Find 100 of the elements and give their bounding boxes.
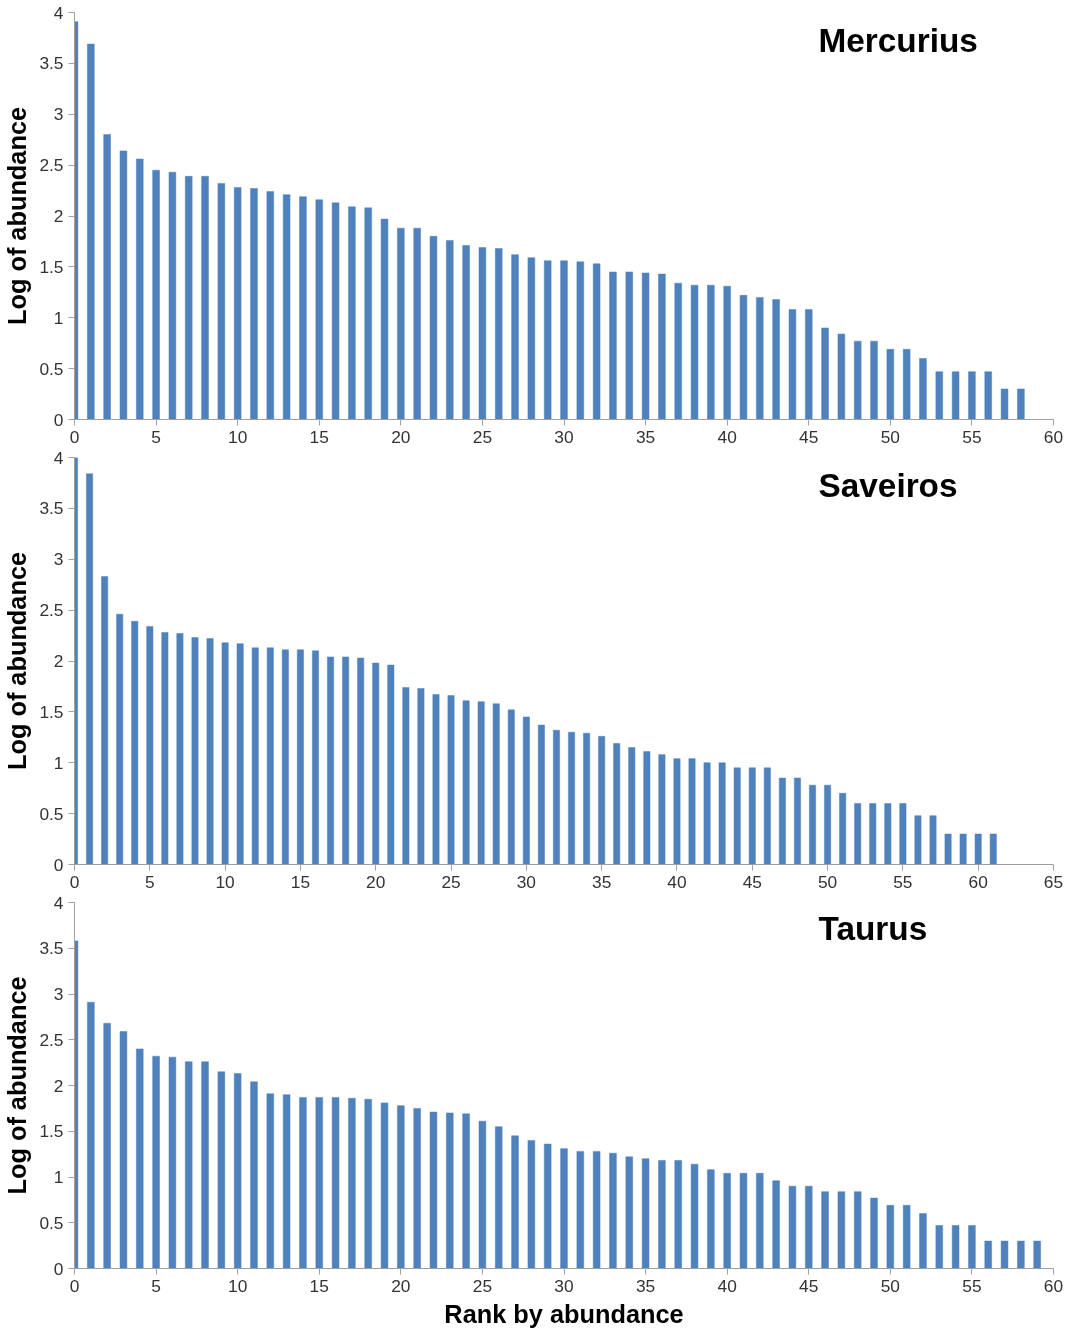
bar [201,1061,209,1269]
bar [968,1225,976,1269]
y-tick-label: 4 [53,892,64,913]
bar [327,656,334,865]
bar [772,299,780,420]
x-tick-label: 50 [880,1275,900,1296]
bar [707,284,715,420]
bar [236,643,244,865]
bar [674,282,682,420]
bar [707,1169,715,1269]
bar [772,1180,780,1269]
x-tick-label: 15 [290,871,311,892]
x-tick-label: 55 [893,871,913,892]
bar [1033,1240,1041,1269]
bar [837,333,846,420]
x-tick-label: 55 [962,426,982,447]
bar [935,371,943,420]
bar [511,254,519,420]
bar [568,731,575,865]
bar [854,1191,862,1269]
bar [251,647,259,865]
bar [191,637,199,865]
bar [297,649,304,865]
bar [161,632,169,865]
bar [989,833,997,865]
bar [821,327,829,420]
bar [739,1173,748,1269]
bar [372,662,380,865]
bar [402,687,410,865]
bar [103,134,111,420]
x-tick-label: 0 [69,871,80,892]
bar [364,207,372,420]
y-tick-label: 4 [53,2,64,23]
bar [560,260,568,420]
bar [723,1173,731,1269]
y-axis-title: Log of abundance [3,551,32,771]
bar [821,1191,829,1269]
bar [984,1240,992,1269]
x-tick-label: 15 [309,1275,329,1296]
bar [899,803,907,865]
bar [312,650,319,865]
bar [206,638,214,865]
y-tick-label: 2.5 [39,1029,64,1050]
bar [935,1225,943,1269]
bar [281,649,289,865]
bar [413,227,421,420]
bar [886,349,895,420]
bar [527,257,536,420]
y-tick-label: 0.5 [39,358,64,379]
bar [152,169,160,420]
x-tick-label: 5 [151,1275,161,1296]
bar [136,1048,144,1269]
bar [364,1098,372,1269]
bar [315,199,323,420]
bar [357,657,365,865]
bar [951,371,960,420]
bar [583,732,591,865]
bar [809,784,816,865]
bar [560,1148,568,1269]
bar [1017,1240,1025,1269]
x-tick-label: 30 [554,1275,574,1296]
bar [447,695,455,865]
x-tick-label: 50 [817,871,838,892]
bar [168,1056,177,1269]
bar [522,716,530,865]
bar [884,803,892,865]
x-tick-label: 20 [366,871,386,892]
x-tick-label: 60 [1043,1275,1064,1296]
bar [266,191,274,420]
bar [968,371,976,420]
bar [250,1081,258,1269]
bar [951,1225,960,1269]
bar [974,833,982,865]
bar [201,176,209,420]
bar [544,1143,552,1269]
y-tick-label: 2.5 [39,155,64,176]
bar [417,688,425,865]
bar [119,150,128,420]
bar [266,1093,274,1269]
bar [432,694,440,865]
x-tick-label: 25 [472,426,493,447]
x-tick-label: 20 [391,1275,411,1296]
bar [103,1023,111,1269]
y-tick-label: 1 [53,1167,64,1187]
x-tick-label: 45 [799,426,819,447]
y-tick-label: 3.5 [39,498,64,519]
bar [929,815,937,865]
x-tick-label: 40 [717,1275,737,1296]
bar [886,1205,895,1269]
x-tick-label: 60 [1043,426,1064,447]
x-tick-label: 35 [635,1275,656,1296]
bar [673,758,681,865]
bar [839,793,847,865]
x-tick-label: 40 [667,871,687,892]
bar [397,227,405,420]
bar [282,1094,291,1269]
x-tick-label: 60 [968,871,988,892]
y-tick-label: 3.5 [39,938,64,959]
x-tick-label: 10 [215,871,235,892]
bar [477,701,485,865]
